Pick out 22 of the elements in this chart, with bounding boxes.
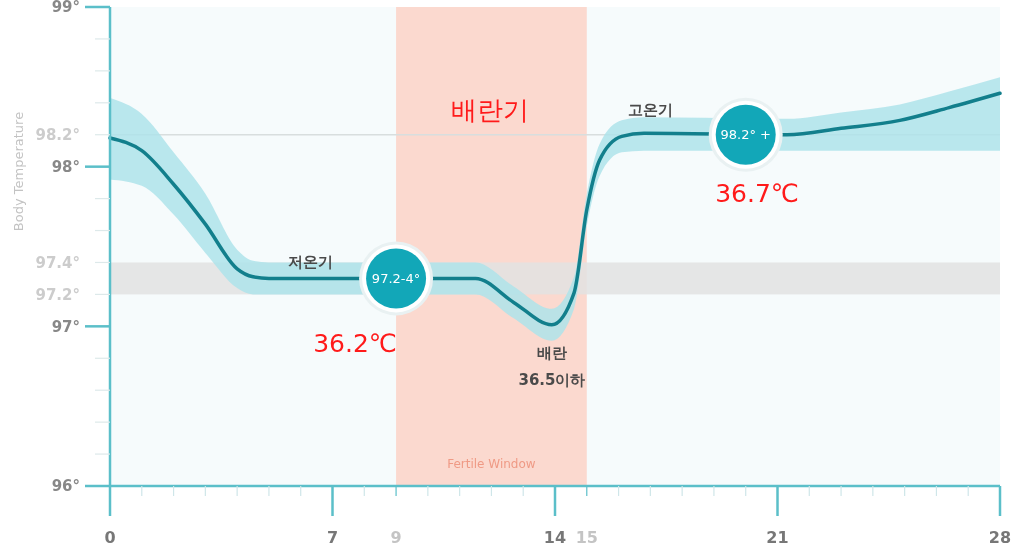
annotation: 배란: [537, 344, 567, 363]
y-tick-label: 98°: [51, 157, 80, 176]
x-tick-label: 0: [104, 528, 116, 547]
band-label: Fertile Window: [447, 457, 536, 471]
y-tick-label: 96°: [51, 477, 80, 496]
annotation: 36.5이하: [518, 371, 586, 390]
annotation: 고온기: [627, 101, 673, 120]
x-tick-label: 15: [575, 528, 598, 547]
annotation: 저온기: [287, 253, 333, 272]
annotation: 배란기: [451, 95, 529, 126]
annotation: 36.2℃: [313, 328, 397, 358]
y-tick-label: 97°: [51, 317, 80, 336]
x-tick-label: 7: [326, 528, 339, 547]
annotation: 97.2-4°: [371, 270, 421, 286]
x-tick-label: 14: [543, 528, 567, 547]
annotation: 36.7℃: [715, 178, 799, 208]
y-axis-title: Body Temperature: [11, 111, 26, 232]
y-tick-label: 99°: [51, 0, 80, 17]
annotation: 98.2° +: [720, 127, 771, 143]
x-tick-label: 28: [988, 528, 1012, 547]
x-tick-label: 21: [766, 528, 789, 547]
x-tick-label: 9: [390, 528, 402, 547]
